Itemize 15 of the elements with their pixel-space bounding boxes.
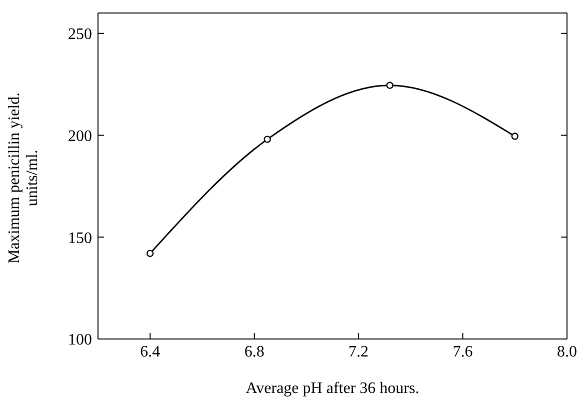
point <box>386 82 394 89</box>
x-tick-label: 7.6 <box>452 343 473 360</box>
x-tick-label: 6.4 <box>140 343 160 360</box>
point <box>146 250 154 258</box>
x-tick-label: 8.0 <box>557 343 577 360</box>
y-axis-title: Maximum penicillin yield. units/ml. <box>6 92 41 264</box>
y-tick-label: 200 <box>68 128 92 145</box>
x-axis-title: Average pH after 36 hours. <box>246 380 420 397</box>
x-tick-label: 6.8 <box>244 343 264 360</box>
point <box>511 132 518 140</box>
point <box>264 136 271 143</box>
y-tick-label: 150 <box>68 230 92 247</box>
y-tick-label: 100 <box>68 332 92 349</box>
x-tick-label: 7.2 <box>348 343 369 360</box>
y-tick-label: 250 <box>68 26 92 44</box>
